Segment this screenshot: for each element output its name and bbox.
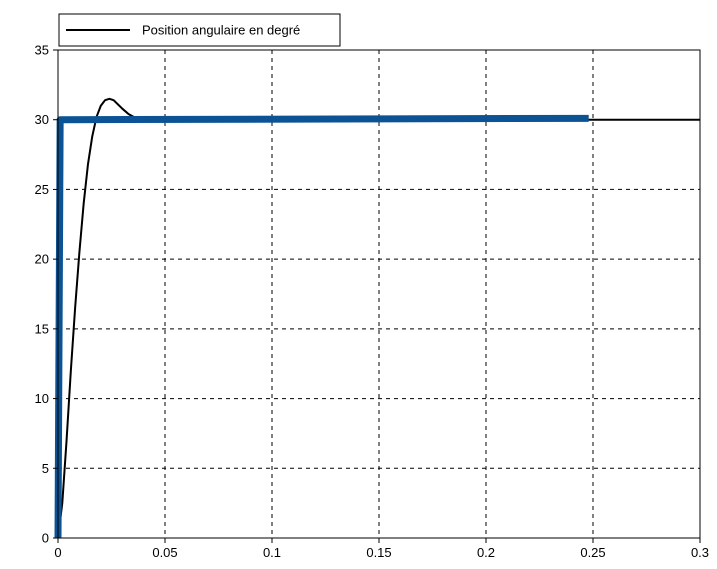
y-tick-label: 5: [42, 461, 49, 476]
axis-ticks: 0 0.05 0.1 0.15 0.2 0.25 0.3 0 5 10 15 20 25 30 35: [35, 43, 710, 561]
x-tick-label: 0.25: [580, 545, 605, 560]
x-tick-label: 0.15: [366, 545, 391, 560]
series-line-reference: [54, 114, 589, 539]
y-tick-label: 20: [35, 252, 49, 267]
x-tick-label: 0.2: [477, 545, 495, 560]
series-layer: [54, 97, 700, 539]
y-tick-label: 15: [35, 321, 49, 336]
y-tick-label: 10: [35, 391, 49, 406]
y-tick-label: 25: [35, 182, 49, 197]
x-tick-label: 0.3: [691, 545, 709, 560]
x-tick-label: 0: [54, 545, 61, 560]
y-tick-label: 0: [42, 531, 49, 546]
y-tick-label: 30: [35, 112, 49, 127]
y-tick-label: 35: [35, 43, 49, 58]
legend-label: Position angulaire en degré: [142, 23, 300, 38]
x-tick-label: 0.05: [152, 545, 177, 560]
x-tick-label: 0.1: [263, 545, 281, 560]
legend: Position angulaire en degré: [58, 13, 341, 47]
